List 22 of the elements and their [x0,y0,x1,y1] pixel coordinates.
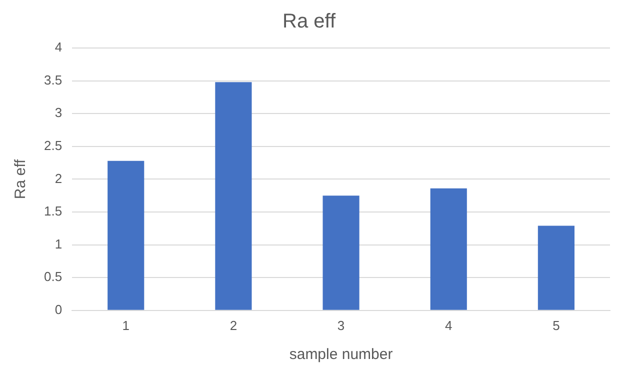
bar [108,160,144,310]
y-tick-label: 1.5 [44,204,62,219]
y-axis-title: Ra eff [12,158,30,200]
y-tick-label: 0.5 [44,269,62,284]
bar [322,196,360,310]
y-tick-label: 2 [54,170,62,186]
y-tick-label: 1 [54,236,62,252]
x-tick-label: 5 [552,318,560,333]
y-tick-label: 2.5 [44,138,62,153]
chart-title: Ra eff [282,10,336,33]
x-tick-label: 1 [122,318,130,333]
y-tick-label: 4 [54,40,62,55]
x-tick-label: 2 [230,318,238,333]
y-tick-label: 3 [54,105,62,120]
x-tick-label: 3 [337,318,345,333]
bar [430,188,467,310]
bar [215,82,252,310]
y-tick-label: 0 [54,302,62,317]
x-axis-title: sample number [289,346,393,364]
bar [538,226,574,310]
y-tick-label: 3.5 [44,72,62,88]
x-tick-label: 4 [445,318,452,333]
